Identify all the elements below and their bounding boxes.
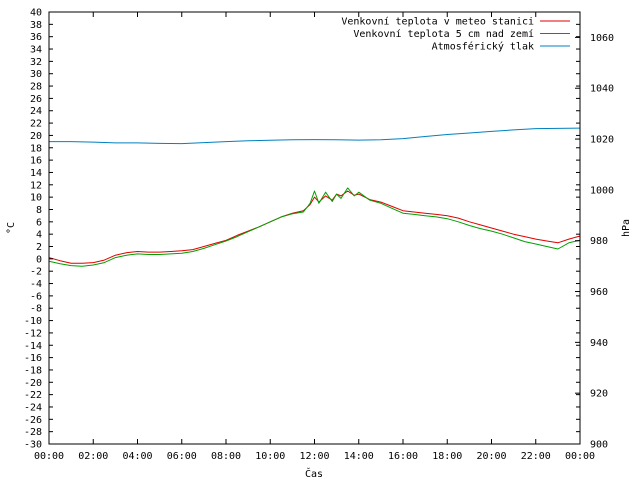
y-left-tick-label: -26 xyxy=(24,415,42,426)
y-left-tick-label: 22 xyxy=(30,119,42,130)
y-left-tick-label: 18 xyxy=(30,143,42,154)
x-tick-label: 00:00 xyxy=(565,451,595,462)
y-left-tick-label: 16 xyxy=(30,156,42,167)
y-left-tick-label: -22 xyxy=(24,390,42,401)
plot-frame xyxy=(48,11,581,445)
y-right-tick-label: 1020 xyxy=(590,135,614,146)
y-right-tick-label: 940 xyxy=(590,338,608,349)
y-left-tick-label: 38 xyxy=(30,20,42,31)
x-axis-label: Čas xyxy=(305,467,323,480)
y-left-tick-label: 34 xyxy=(30,45,42,56)
y-left-tick-label: 24 xyxy=(30,106,42,117)
y-right-tick-label: 900 xyxy=(590,440,608,451)
y-left-tick-label: -24 xyxy=(24,402,42,413)
legend-label-2: Venkovní teplota 5 cm nad zemí xyxy=(353,28,534,40)
y-left-tick-label: 32 xyxy=(30,57,42,68)
x-tick-label: 20:00 xyxy=(476,451,506,462)
x-tick-label: 18:00 xyxy=(432,451,462,462)
x-tick-label: 10:00 xyxy=(255,451,285,462)
y-left-tick-label: 4 xyxy=(36,230,42,241)
x-tick-label: 22:00 xyxy=(521,451,551,462)
y-left-tick-label: -28 xyxy=(24,427,42,438)
y-left-tick-label: -14 xyxy=(24,341,42,352)
x-tick-label: 00:00 xyxy=(34,451,64,462)
y-left-tick-label: -4 xyxy=(30,279,42,290)
tick-layer: 4038363432302826242220181614121086420-2-… xyxy=(24,8,614,463)
legend: Venkovní teplota v meteo staniciVenkovní… xyxy=(341,16,570,53)
y-right-tick-label: 920 xyxy=(590,389,608,400)
y-left-tick-label: -16 xyxy=(24,353,42,364)
series-line-3 xyxy=(49,127,581,145)
y-left-tick-label: -12 xyxy=(24,328,42,339)
series-layer xyxy=(48,127,581,267)
y-axis-label-right: hPa xyxy=(621,219,632,237)
series-line-1 xyxy=(48,190,581,264)
y-right-tick-label: 1000 xyxy=(590,185,614,196)
y-right-tick-label: 980 xyxy=(590,236,608,247)
x-tick-label: 14:00 xyxy=(344,451,374,462)
y-left-tick-label: 30 xyxy=(30,69,42,80)
y-left-tick-label: 10 xyxy=(30,193,42,204)
y-left-tick-label: -2 xyxy=(30,267,42,278)
y-left-tick-label: 6 xyxy=(36,217,42,228)
y-left-tick-label: 2 xyxy=(36,242,42,253)
y-left-tick-label: 40 xyxy=(30,8,42,19)
legend-label-3: Atmosférický tlak xyxy=(432,41,534,53)
y-left-tick-label: 20 xyxy=(30,131,42,142)
y-left-tick-label: -20 xyxy=(24,378,42,389)
y-left-tick-label: 28 xyxy=(30,82,42,93)
x-tick-label: 12:00 xyxy=(299,451,329,462)
y-left-tick-label: 14 xyxy=(30,168,42,179)
y-left-tick-label: -30 xyxy=(24,440,42,451)
y-left-tick-label: 12 xyxy=(30,180,42,191)
series-line-2 xyxy=(48,187,581,267)
y-left-tick-label: -6 xyxy=(30,291,42,302)
x-tick-label: 06:00 xyxy=(167,451,197,462)
y-right-tick-label: 1040 xyxy=(590,84,614,95)
y-axis-label-left: °C xyxy=(6,222,17,234)
y-right-tick-label: 960 xyxy=(590,287,608,298)
x-tick-label: 16:00 xyxy=(388,451,418,462)
y-left-tick-label: 26 xyxy=(30,94,42,105)
y-right-tick-label: 1060 xyxy=(590,33,614,44)
y-left-tick-label: -8 xyxy=(30,304,42,315)
y-left-tick-label: 8 xyxy=(36,205,42,216)
y-left-tick-label: -18 xyxy=(24,365,42,376)
y-left-tick-label: -10 xyxy=(24,316,42,327)
legend-label-1: Venkovní teplota v meteo stanici xyxy=(341,16,534,28)
y-left-tick-label: 36 xyxy=(30,32,42,43)
x-tick-label: 04:00 xyxy=(122,451,152,462)
x-tick-label: 08:00 xyxy=(211,451,241,462)
y-left-tick-label: 0 xyxy=(36,254,42,265)
x-tick-label: 02:00 xyxy=(78,451,108,462)
